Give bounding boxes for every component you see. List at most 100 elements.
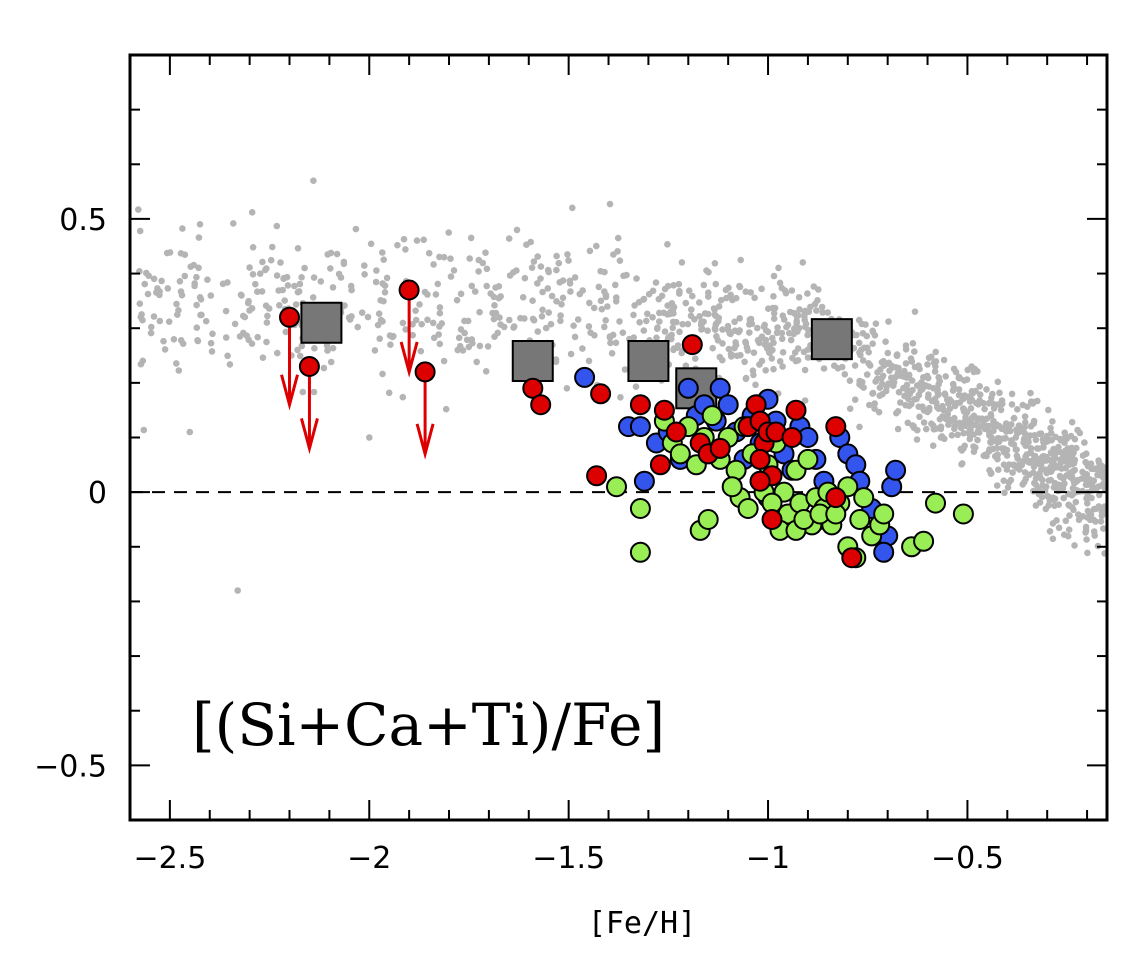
background-point	[1098, 462, 1106, 470]
background-point	[614, 248, 621, 255]
background-point	[565, 257, 572, 264]
background-point	[793, 312, 801, 320]
background-point	[173, 300, 180, 308]
background-point	[712, 280, 720, 288]
background-point	[311, 345, 318, 352]
background-point	[920, 406, 927, 413]
background-point	[570, 322, 577, 330]
background-point	[948, 398, 955, 405]
background-point	[751, 294, 758, 302]
background-point	[679, 320, 686, 328]
x-tick-label: −0.5	[931, 841, 1004, 876]
background-point	[893, 352, 901, 360]
background-point	[241, 313, 249, 321]
background-point	[1081, 439, 1088, 446]
y-tick-label: 0.5	[59, 203, 107, 238]
background-point	[466, 255, 474, 262]
background-point	[280, 275, 287, 283]
background-point	[1008, 390, 1016, 398]
background-point	[760, 323, 768, 331]
background-point	[166, 249, 174, 256]
background-point	[274, 349, 281, 357]
background-point	[863, 371, 871, 378]
background-point	[614, 234, 622, 242]
background-point	[366, 434, 373, 441]
background-point	[1066, 512, 1073, 519]
background-point	[253, 288, 261, 296]
background-point	[793, 319, 800, 327]
background-point	[376, 335, 384, 343]
background-point	[505, 235, 513, 242]
background-point	[955, 386, 963, 393]
background-point	[364, 313, 372, 321]
background-point	[457, 326, 465, 333]
upper-limit-arrow-head	[299, 418, 319, 455]
background-point	[487, 290, 495, 297]
upper-limit-point	[414, 361, 436, 383]
red-point	[825, 487, 847, 509]
background-point	[298, 274, 305, 281]
y-tick-label: 0	[88, 476, 107, 511]
background-point	[851, 362, 859, 369]
background-point	[776, 279, 784, 287]
background-point	[974, 368, 981, 375]
background-point	[193, 324, 201, 332]
blue-point	[709, 377, 731, 399]
background-point	[904, 419, 912, 427]
background-point	[644, 310, 651, 318]
square-marker	[810, 318, 853, 361]
background-point	[202, 317, 210, 325]
background-point	[1043, 483, 1050, 491]
background-point	[1008, 401, 1016, 408]
background-point	[418, 320, 426, 328]
background-point	[770, 272, 778, 280]
background-point	[643, 317, 650, 325]
background-point	[970, 448, 978, 456]
background-point	[859, 330, 867, 337]
red-point	[781, 427, 803, 448]
background-point	[430, 261, 437, 268]
background-point	[496, 314, 503, 321]
background-point	[340, 260, 348, 268]
background-point	[1100, 525, 1107, 532]
green-point	[925, 492, 946, 514]
red-point	[825, 416, 847, 438]
background-point	[224, 352, 231, 360]
background-point	[264, 312, 271, 320]
background-point	[553, 266, 560, 274]
background-point	[951, 425, 958, 433]
background-point	[768, 355, 776, 362]
background-point	[699, 319, 706, 326]
background-point	[1095, 503, 1103, 510]
red-point	[761, 509, 783, 530]
background-point	[846, 405, 854, 413]
background-point	[571, 274, 579, 281]
background-point	[617, 394, 624, 401]
background-point	[778, 284, 786, 292]
background-point	[190, 261, 198, 269]
background-point	[371, 347, 379, 354]
background-point	[1087, 460, 1095, 468]
background-point	[164, 285, 172, 292]
background-point	[918, 379, 925, 386]
background-point	[585, 323, 593, 330]
background-point	[838, 363, 846, 371]
background-point	[296, 280, 304, 288]
background-point	[780, 316, 788, 323]
background-point	[176, 278, 184, 285]
background-point	[831, 362, 838, 370]
background-point	[1071, 466, 1079, 474]
background-point	[983, 386, 990, 393]
x-tick-label: −2.5	[133, 841, 206, 876]
background-point	[417, 347, 425, 355]
background-point	[975, 401, 982, 408]
background-point	[799, 259, 807, 266]
background-point	[1065, 501, 1072, 509]
background-point	[938, 433, 946, 440]
background-point	[1074, 476, 1082, 484]
background-point	[1042, 457, 1050, 464]
background-point	[894, 425, 902, 433]
background-point	[813, 307, 820, 314]
background-point	[1001, 489, 1008, 497]
background-point	[1015, 422, 1023, 429]
